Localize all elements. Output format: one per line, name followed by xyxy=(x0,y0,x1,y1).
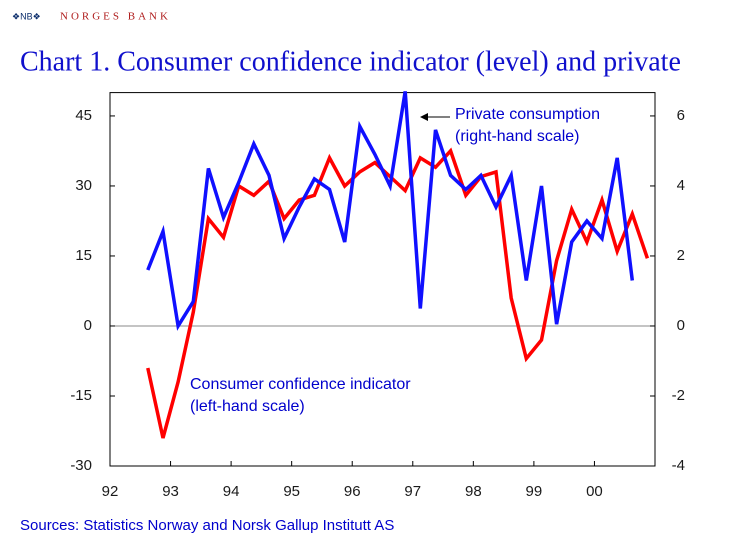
arrow-head xyxy=(420,113,428,121)
y-tick-label: 45 xyxy=(75,107,92,124)
y-tick-label: 0 xyxy=(84,317,92,334)
annotation: Consumer confidence indicator xyxy=(190,376,411,393)
y2-tick-label: 6 xyxy=(677,107,685,124)
line xyxy=(146,147,650,439)
y2-tick-label: 4 xyxy=(677,177,685,194)
y-tick-label: -15 xyxy=(70,387,92,404)
y2-tick-label: 2 xyxy=(677,247,685,264)
x-tick-label: 98 xyxy=(465,483,482,500)
y2-tick-label: -2 xyxy=(672,387,685,404)
annotation: Private consumption xyxy=(455,106,600,123)
y-tick-label: 30 xyxy=(75,177,92,194)
brand: NORGES BANK xyxy=(60,11,171,23)
plot-frame xyxy=(109,92,656,467)
logo: ❖NB❖ xyxy=(12,11,41,21)
y2-tick-label: 0 xyxy=(677,317,685,334)
source: Sources: Statistics Norway and Norsk Gal… xyxy=(20,517,394,534)
x-tick-label: 96 xyxy=(344,483,361,500)
x-tick-label: 99 xyxy=(526,483,543,500)
x-tick-label: 94 xyxy=(223,483,240,500)
chart-title: Chart 1. Consumer confidence indicator (… xyxy=(20,46,681,77)
annotation: (left-hand scale) xyxy=(190,398,305,415)
y-tick-label: -30 xyxy=(70,457,92,474)
x-tick-label: 95 xyxy=(283,483,300,500)
x-tick-label: 97 xyxy=(404,483,421,500)
line xyxy=(146,91,635,331)
x-tick-label: 00 xyxy=(586,483,603,500)
annotation: (right-hand scale) xyxy=(455,128,580,145)
x-tick-label: 93 xyxy=(162,483,179,500)
x-tick-label: 92 xyxy=(102,483,119,500)
y-tick-label: 15 xyxy=(75,247,92,264)
y2-tick-label: -4 xyxy=(672,457,685,474)
